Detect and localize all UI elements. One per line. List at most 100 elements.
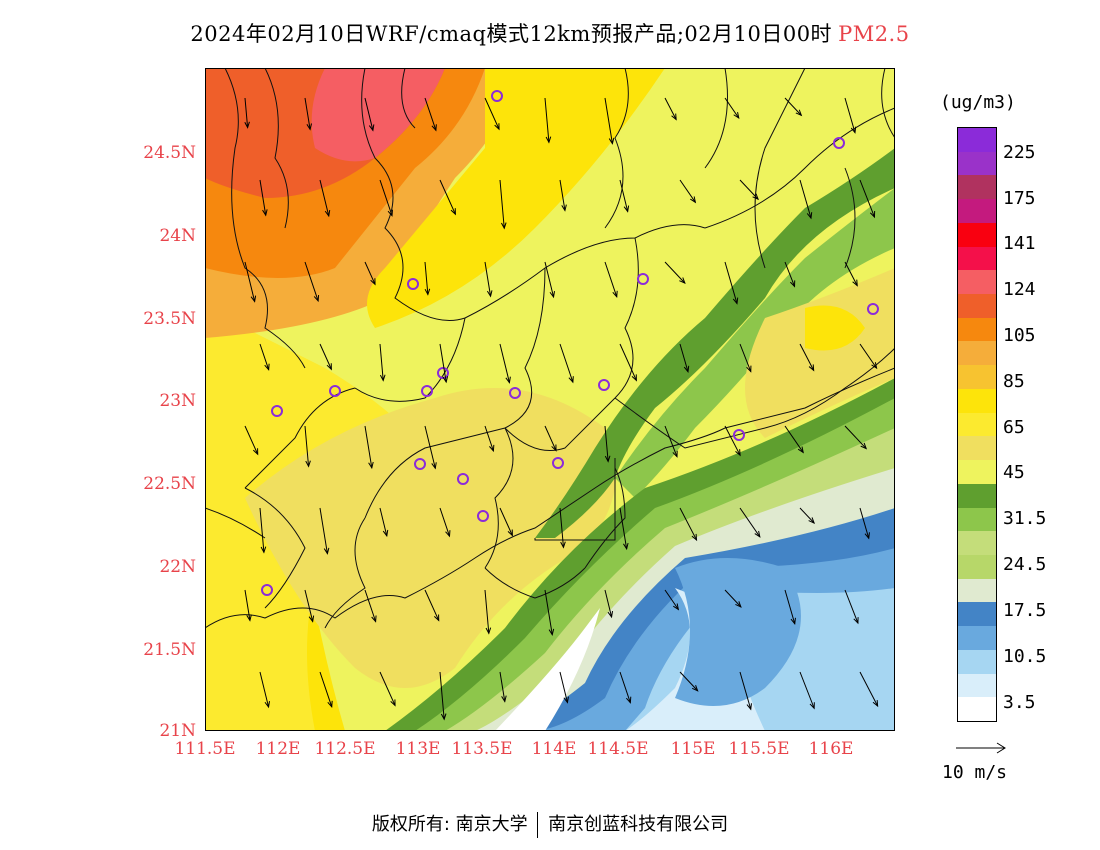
station-marker	[437, 367, 449, 379]
legend-label: 105	[1003, 325, 1036, 346]
wind-vector-head	[306, 123, 313, 131]
station-marker	[407, 278, 419, 290]
wind-vector-head	[871, 362, 878, 370]
wind-vector-head	[852, 279, 858, 287]
wind-vector-head	[431, 124, 437, 132]
color-legend	[957, 127, 997, 722]
wind-vector	[664, 261, 686, 284]
legend-swatch	[958, 151, 996, 176]
wind-vector	[859, 343, 877, 369]
station-marker	[421, 385, 433, 397]
station-marker	[329, 385, 341, 397]
wind-vector-head	[371, 615, 377, 623]
wind-vector-head	[691, 684, 699, 692]
wind-vector	[784, 589, 796, 624]
wind-vector	[559, 671, 568, 703]
wind-vector	[379, 179, 393, 216]
wind-vector	[379, 671, 396, 706]
wind-vector	[544, 589, 553, 635]
wind-vector-head	[244, 121, 250, 129]
station-marker	[598, 379, 610, 391]
lat-tick-label: 22.5N	[143, 474, 196, 494]
wind-vector-head	[485, 627, 492, 635]
wind-vector	[484, 97, 500, 130]
wind-vector-head	[442, 376, 449, 384]
wind-vector	[499, 671, 506, 702]
lon-tick-label: 116E	[808, 739, 854, 759]
wind-vector-head	[368, 124, 375, 132]
field-31-corridor	[535, 148, 895, 538]
wind-vector	[319, 507, 328, 554]
wind-vector	[844, 589, 859, 624]
wind-vector-head	[327, 700, 333, 709]
wind-vector	[424, 425, 436, 469]
footer-divider	[537, 812, 539, 838]
station-marker	[477, 510, 489, 522]
wind-vector-head	[560, 541, 566, 549]
wind-vector	[424, 589, 440, 621]
wind-vector	[664, 425, 678, 457]
wind-vector	[739, 507, 761, 538]
station-marker	[509, 387, 521, 399]
wind-vector	[859, 671, 879, 707]
legend-label: 3.5	[1003, 692, 1036, 713]
wind-vector-head	[308, 615, 315, 623]
lat-tick-label: 23N	[159, 391, 196, 411]
wind-vector-head	[264, 363, 270, 371]
wind-vector	[364, 97, 374, 131]
wind-vector-head	[563, 696, 569, 704]
wind-vector-head	[864, 532, 870, 540]
station-marker	[867, 303, 879, 315]
field-white-sea	[495, 608, 600, 731]
lon-tick-label: 112.5E	[314, 739, 376, 759]
legend-label: 17.5	[1003, 600, 1047, 621]
wind-vector	[499, 179, 505, 229]
wind-vector	[784, 261, 796, 287]
legend-swatch	[958, 673, 996, 698]
legend-swatch	[958, 602, 996, 627]
wind-vector-head	[623, 205, 630, 213]
legend-swatch	[958, 365, 996, 390]
wind-vector	[499, 343, 510, 383]
lon-tick-label: 112E	[255, 739, 301, 759]
wind-vector	[304, 425, 310, 467]
wind-vector	[439, 179, 456, 215]
wind-vector-head	[853, 617, 859, 625]
wind-vector-head	[260, 546, 267, 554]
admin-boundaries	[205, 68, 895, 629]
wind-vector-head	[806, 212, 813, 220]
wind-vector	[439, 343, 447, 383]
wind-vector-head	[252, 448, 259, 456]
map-canvas	[205, 68, 895, 731]
wind-vector-head	[507, 529, 513, 537]
wind-vector	[724, 589, 742, 608]
footer: 版权所有: 南京大学 南京创蓝科技有限公司	[0, 810, 1100, 838]
legend-swatch	[958, 270, 996, 295]
station-marker	[457, 473, 469, 485]
wind-vector-head	[746, 365, 752, 373]
wind-vector	[679, 507, 697, 541]
wind-vector	[244, 97, 249, 128]
field-45-east	[745, 268, 895, 438]
legend-swatch	[958, 436, 996, 461]
wind-vector-head	[324, 209, 331, 218]
station-marker	[261, 584, 273, 596]
wind-vector-head	[752, 193, 759, 201]
lon-tick-label: 114E	[531, 739, 577, 759]
wind-vector-head	[732, 297, 739, 305]
legend-label: 124	[1003, 279, 1036, 300]
wind-vector-head	[501, 222, 507, 230]
station-marker	[271, 405, 283, 417]
legend-label: 85	[1003, 371, 1025, 392]
wind-vector-head	[797, 446, 804, 454]
lat-tick-label: 24.5N	[143, 143, 196, 163]
wind-vector	[619, 671, 631, 703]
wind-vector-head	[789, 280, 796, 288]
wind-vector-head	[608, 137, 615, 145]
lat-tick-label: 21N	[159, 721, 196, 741]
wind-vector-head	[612, 290, 618, 299]
wind-vector	[604, 261, 618, 297]
wind-vector-head	[735, 449, 741, 457]
wind-vector	[244, 425, 259, 455]
station-marker	[733, 429, 745, 441]
